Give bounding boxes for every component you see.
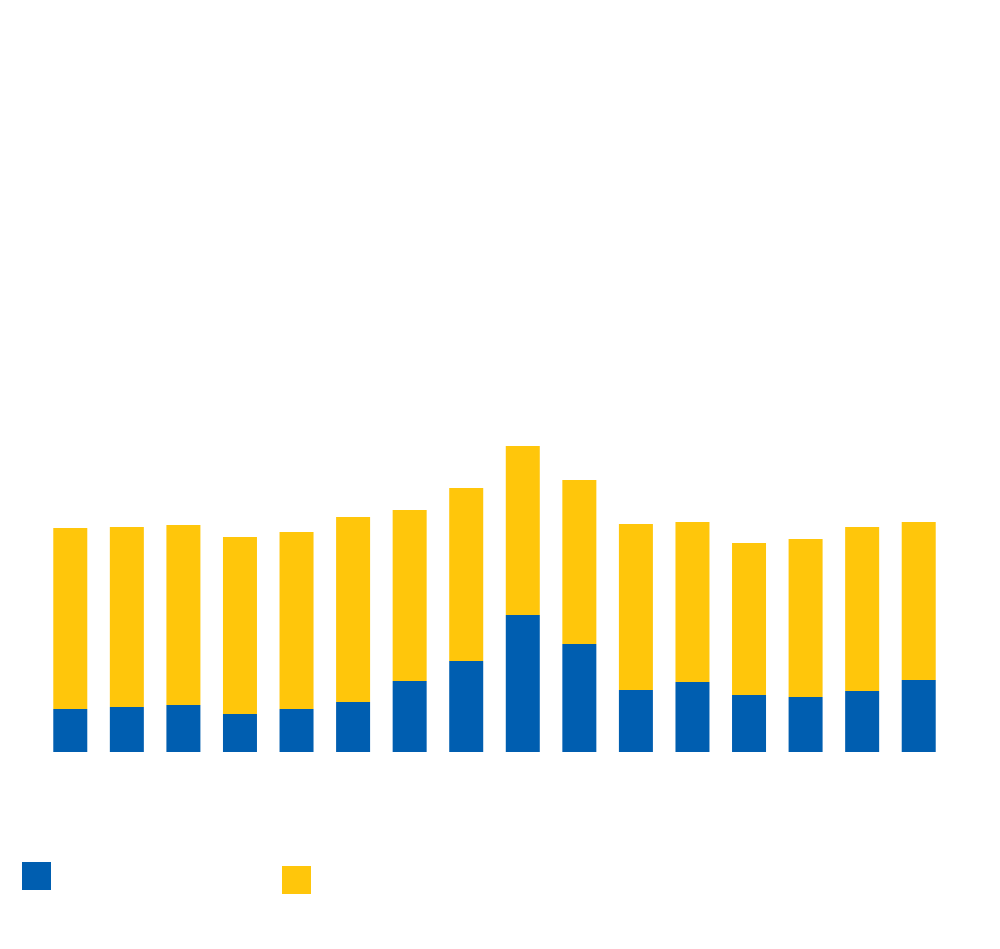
bar-segment (392, 510, 427, 681)
bar-segment (788, 539, 823, 697)
bar-segment (392, 681, 427, 752)
legend-swatch (282, 866, 311, 894)
bar-segment (562, 644, 597, 752)
bar-segment (562, 480, 597, 644)
bar-segment (222, 537, 257, 714)
bar-segment (166, 525, 201, 705)
bar-segment (336, 517, 371, 702)
bar-segment (166, 705, 201, 752)
bar-segment (618, 690, 653, 752)
bar-segment (505, 615, 540, 752)
bar-segment (618, 524, 653, 690)
bar-segment (675, 522, 710, 682)
bar-segment (336, 702, 371, 752)
bar-segment (845, 691, 880, 752)
bar-segment (53, 528, 88, 709)
bar-segment (845, 527, 880, 691)
bar-segment (279, 532, 314, 709)
bar-segment (788, 697, 823, 752)
bar-segment (901, 680, 936, 752)
bar-segment (449, 488, 484, 661)
bar-segment (732, 695, 767, 752)
bar-segment (109, 707, 144, 752)
bar-segment (109, 527, 144, 707)
bar-segment (901, 522, 936, 680)
bar-segment (732, 543, 767, 695)
bar-segment (53, 709, 88, 752)
legend-swatch (22, 862, 51, 890)
bar-segment (449, 661, 484, 752)
bar-segment (279, 709, 314, 752)
bar-segment (675, 682, 710, 752)
bar-segment (505, 446, 540, 615)
bar-segment (222, 714, 257, 752)
